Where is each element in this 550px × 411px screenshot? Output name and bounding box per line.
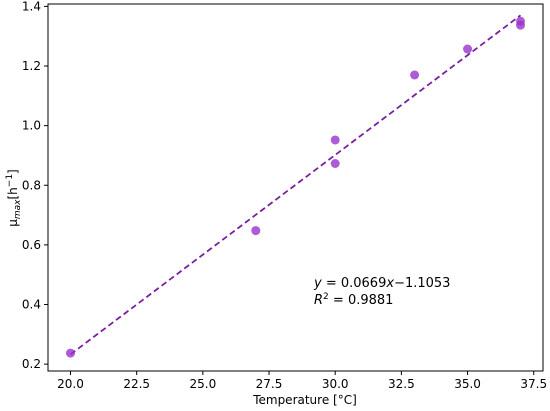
data-point [330, 135, 340, 145]
y-tick-label: 0.8 [22, 178, 41, 192]
x-tick-label: 22.5 [123, 377, 150, 391]
plot-frame [47, 3, 544, 372]
y-tick-label: 0.4 [22, 298, 41, 312]
y-axis-label: μmax[h−1] [5, 169, 23, 227]
data-point [66, 348, 75, 358]
x-axis-ticks: 20.0 22.5 25.0 27.5 30.0 32.5 35.0 37.5 [57, 371, 547, 391]
data-point [516, 20, 525, 30]
y-tick-label: 1.4 [22, 0, 41, 13]
x-tick-label: 27.5 [256, 377, 283, 391]
y-tick-label: 1.2 [22, 59, 41, 73]
y-tick-label: 0.2 [22, 357, 41, 371]
x-tick-label: 35.0 [454, 377, 481, 391]
x-tick-label: 30.0 [322, 377, 349, 391]
x-tick-label: 37.5 [520, 377, 547, 391]
data-point [410, 70, 420, 80]
fit-line [69, 14, 522, 356]
data-point [463, 44, 473, 54]
r-squared-label: R2 = 0.9881 [314, 292, 393, 308]
data-point [330, 159, 340, 169]
data-points [66, 16, 525, 358]
data-point [251, 226, 261, 236]
x-tick-label: 25.0 [189, 377, 216, 391]
y-axis-ticks: 0.2 0.4 0.6 0.8 1.0 1.2 1.4 [22, 0, 48, 371]
x-tick-label: 32.5 [388, 377, 415, 391]
x-axis-label: Temperature [°C] [252, 393, 357, 407]
x-tick-label: 20.0 [57, 377, 84, 391]
y-tick-label: 1.0 [22, 119, 41, 133]
y-tick-label: 0.6 [22, 238, 41, 252]
regression-equation: y = 0.0669x−1.1053 [313, 276, 450, 291]
